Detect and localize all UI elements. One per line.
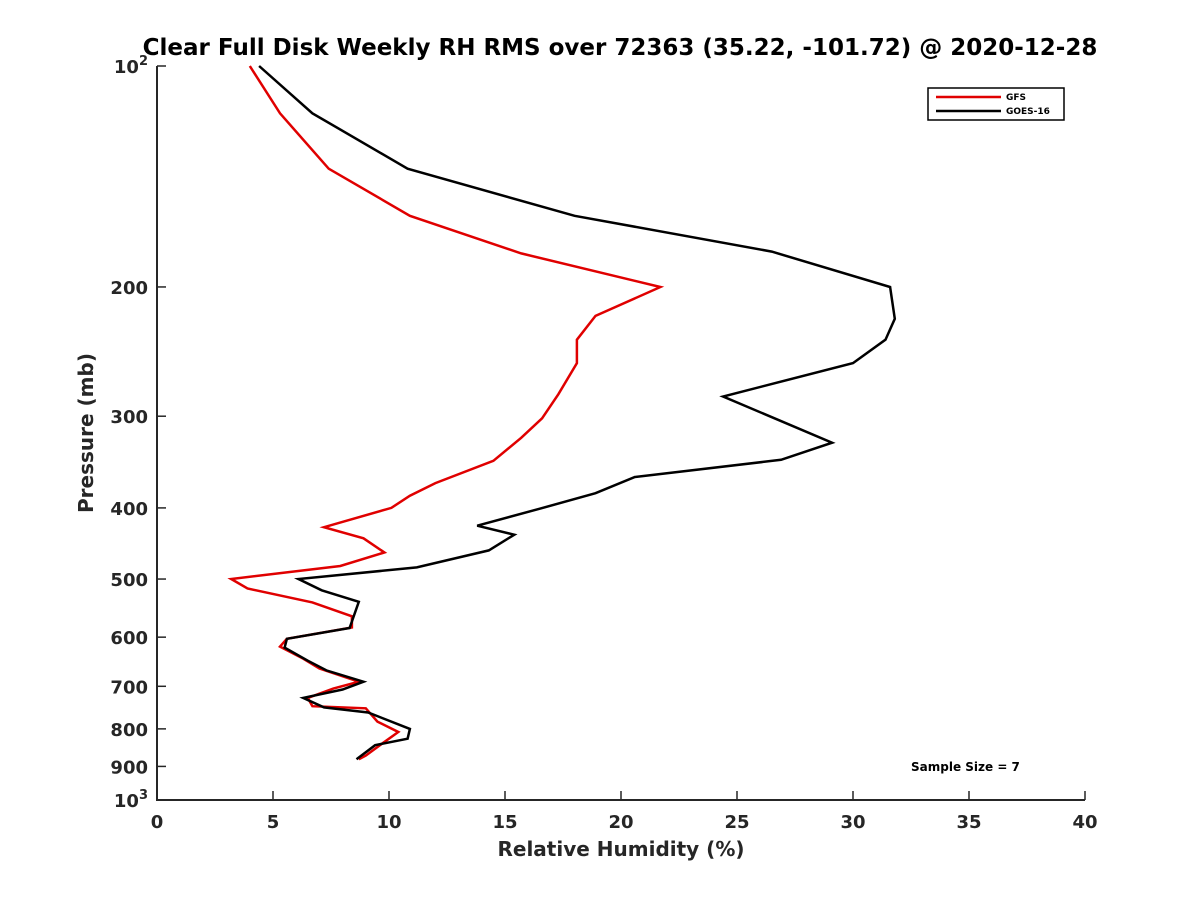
chart-title: Clear Full Disk Weekly RH RMS over 72363…: [143, 35, 1098, 61]
legend-label-goes16: GOES-16: [1006, 107, 1050, 117]
series-line-goes16: [258, 65, 897, 761]
x-tick-label: 35: [956, 812, 981, 833]
y-tick-label: 700: [110, 677, 148, 698]
x-tick-label: 30: [840, 812, 865, 833]
x-tick-label: 20: [608, 812, 633, 833]
x-tick-label: 10: [376, 812, 401, 833]
sample-size-annotation: Sample Size = 7: [911, 760, 1020, 774]
y-axis-label: Pressure (mb): [74, 353, 98, 513]
x-tick-label: 0: [151, 812, 164, 833]
legend: GFS GOES-16: [927, 87, 1065, 121]
x-tick-label: 5: [267, 812, 280, 833]
x-axis-label: Relative Humidity (%): [497, 837, 744, 861]
x-tick-label: 25: [724, 812, 749, 833]
x-axis: 0 5 10 15 20 25 30 35 40: [151, 791, 1098, 833]
y-tick-label: 900: [110, 757, 148, 778]
y-tick-label: 800: [110, 720, 148, 741]
x-tick-label: 40: [1072, 812, 1097, 833]
y-tick-label: 600: [110, 628, 148, 649]
legend-box: [927, 87, 1065, 121]
y-tick-label: 500: [110, 570, 148, 591]
y-tick-label: 300: [110, 407, 148, 428]
y-tick-label: 200: [110, 278, 148, 299]
series-layer: [227, 65, 897, 761]
y-tick-label: 400: [110, 499, 148, 520]
x-tick-label: 15: [492, 812, 517, 833]
series-line-gfs: [227, 65, 665, 761]
legend-label-gfs: GFS: [1006, 93, 1026, 103]
